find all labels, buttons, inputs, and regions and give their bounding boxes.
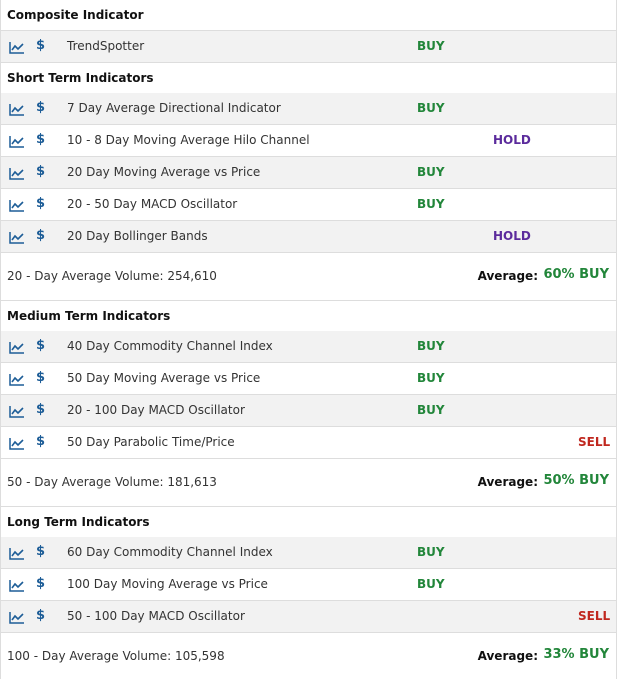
line-chart-icon[interactable] xyxy=(9,373,25,386)
indicator-row: $ 60 Day Commodity Channel Index BUY xyxy=(1,537,616,569)
signal-badge: BUY xyxy=(417,197,445,211)
section-title: Long Term Indicators xyxy=(7,515,150,529)
line-chart-icon[interactable] xyxy=(9,135,25,148)
section-title: Short Term Indicators xyxy=(7,71,154,85)
average-label: Average: xyxy=(477,649,538,663)
indicator-name: 60 Day Commodity Channel Index xyxy=(67,545,273,559)
line-chart-icon[interactable] xyxy=(9,103,25,116)
indicator-row: $ 100 Day Moving Average vs Price BUY xyxy=(1,569,616,601)
dollar-icon[interactable]: $ xyxy=(36,164,46,179)
indicator-row: $ 50 Day Moving Average vs Price BUY xyxy=(1,363,616,395)
signal-badge: BUY xyxy=(417,545,445,559)
section-title: Composite Indicator xyxy=(7,8,144,22)
signal-badge: BUY xyxy=(417,101,445,115)
indicator-name: 10 - 8 Day Moving Average Hilo Channel xyxy=(67,133,310,147)
line-chart-icon[interactable] xyxy=(9,231,25,244)
indicator-name: 7 Day Average Directional Indicator xyxy=(67,101,281,115)
section-header-long-term: Long Term Indicators xyxy=(1,507,616,538)
indicator-name: 50 Day Parabolic Time/Price xyxy=(67,435,235,449)
signal-badge: BUY xyxy=(417,371,445,385)
average-value: 60% BUY xyxy=(543,267,609,282)
indicator-row: $ 10 - 8 Day Moving Average Hilo Channel… xyxy=(1,125,616,157)
average-value: 50% BUY xyxy=(543,473,609,488)
average-label: Average: xyxy=(477,269,538,283)
indicator-name: 20 - 50 Day MACD Oscillator xyxy=(67,197,238,211)
dollar-icon[interactable]: $ xyxy=(36,228,46,243)
indicator-row: $ 40 Day Commodity Channel Index BUY xyxy=(1,331,616,363)
signal-badge: BUY xyxy=(417,39,445,53)
dollar-icon[interactable]: $ xyxy=(36,196,46,211)
indicator-name: 50 - 100 Day MACD Oscillator xyxy=(67,609,245,623)
average-volume: 20 - Day Average Volume: 254,610 xyxy=(7,269,217,283)
section-header-composite: Composite Indicator xyxy=(1,0,616,31)
indicator-name: 40 Day Commodity Channel Index xyxy=(67,339,273,353)
dollar-icon[interactable]: $ xyxy=(36,370,46,385)
dollar-icon[interactable]: $ xyxy=(36,434,46,449)
dollar-icon[interactable]: $ xyxy=(36,38,46,53)
line-chart-icon[interactable] xyxy=(9,341,25,354)
average-row-short-term: 20 - Day Average Volume: 254,610 Average… xyxy=(1,253,616,301)
average-label: Average: xyxy=(477,475,538,489)
dollar-icon[interactable]: $ xyxy=(36,576,46,591)
line-chart-icon[interactable] xyxy=(9,437,25,450)
line-chart-icon[interactable] xyxy=(9,199,25,212)
average-volume: 100 - Day Average Volume: 105,598 xyxy=(7,649,225,663)
line-chart-icon[interactable] xyxy=(9,167,25,180)
signal-badge: BUY xyxy=(417,165,445,179)
dollar-icon[interactable]: $ xyxy=(36,338,46,353)
indicator-row: $ 20 Day Bollinger Bands HOLD xyxy=(1,221,616,253)
line-chart-icon[interactable] xyxy=(9,41,25,54)
section-header-medium-term: Medium Term Indicators xyxy=(1,301,616,332)
line-chart-icon[interactable] xyxy=(9,611,25,624)
average-value: 33% BUY xyxy=(543,647,609,662)
dollar-icon[interactable]: $ xyxy=(36,608,46,623)
signal-badge: SELL xyxy=(578,435,611,449)
average-row-long-term: 100 - Day Average Volume: 105,598 Averag… xyxy=(1,633,616,679)
signal-badge: BUY xyxy=(417,403,445,417)
dollar-icon[interactable]: $ xyxy=(36,100,46,115)
signal-badge: SELL xyxy=(578,609,611,623)
signal-badge: HOLD xyxy=(493,229,531,243)
indicator-name: 20 - 100 Day MACD Oscillator xyxy=(67,403,245,417)
indicator-name: TrendSpotter xyxy=(67,39,145,53)
indicator-row: $ TrendSpotter BUY xyxy=(1,31,616,63)
indicator-row: $ 7 Day Average Directional Indicator BU… xyxy=(1,93,616,125)
dollar-icon[interactable]: $ xyxy=(36,402,46,417)
average-volume: 50 - Day Average Volume: 181,613 xyxy=(7,475,217,489)
indicator-name: 50 Day Moving Average vs Price xyxy=(67,371,261,385)
section-header-short-term: Short Term Indicators xyxy=(1,63,616,94)
line-chart-icon[interactable] xyxy=(9,547,25,560)
indicator-name: 20 Day Bollinger Bands xyxy=(67,229,208,243)
signal-badge: BUY xyxy=(417,577,445,591)
indicator-row: $ 50 - 100 Day MACD Oscillator SELL xyxy=(1,601,616,633)
signal-badge: BUY xyxy=(417,339,445,353)
average-row-medium-term: 50 - Day Average Volume: 181,613 Average… xyxy=(1,459,616,507)
indicator-name: 100 Day Moving Average vs Price xyxy=(67,577,268,591)
dollar-icon[interactable]: $ xyxy=(36,132,46,147)
line-chart-icon[interactable] xyxy=(9,405,25,418)
signal-badge: HOLD xyxy=(493,133,531,147)
indicator-row: $ 20 - 50 Day MACD Oscillator BUY xyxy=(1,189,616,221)
indicator-row: $ 50 Day Parabolic Time/Price SELL xyxy=(1,427,616,459)
indicator-name: 20 Day Moving Average vs Price xyxy=(67,165,261,179)
dollar-icon[interactable]: $ xyxy=(36,544,46,559)
indicator-row: $ 20 Day Moving Average vs Price BUY xyxy=(1,157,616,189)
line-chart-icon[interactable] xyxy=(9,579,25,592)
section-title: Medium Term Indicators xyxy=(7,309,171,323)
indicator-row: $ 20 - 100 Day MACD Oscillator BUY xyxy=(1,395,616,427)
